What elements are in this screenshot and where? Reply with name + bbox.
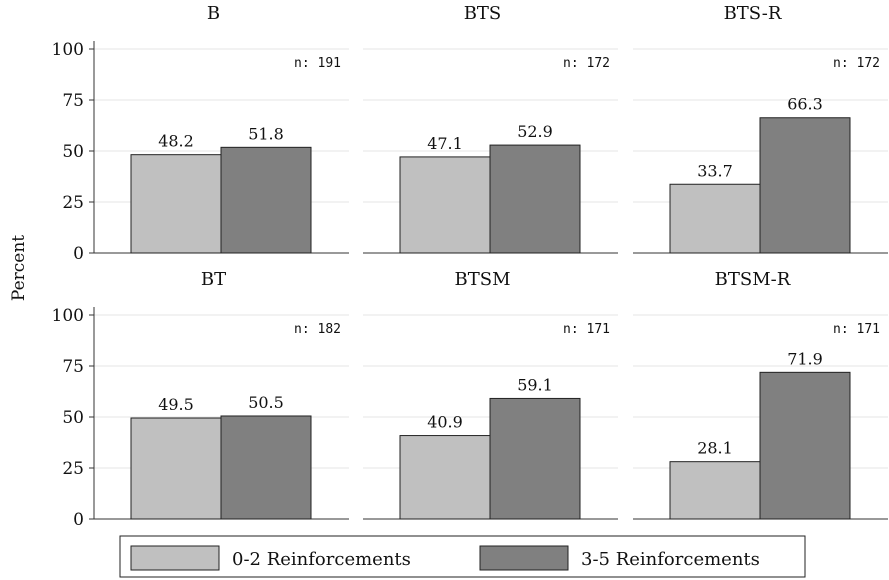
panel-title: BTSM-R	[715, 269, 791, 290]
bar	[399, 435, 491, 520]
panel-title: BT	[201, 269, 226, 290]
bar-value-label: 49.5	[158, 395, 194, 414]
y-tick-label: 0	[73, 510, 84, 530]
bar-value-label: 66.3	[787, 95, 823, 114]
bar-value-label: 33.7	[697, 161, 733, 180]
sample-size-label: n: 191	[294, 56, 341, 71]
legend-swatch	[479, 545, 569, 571]
y-axis-label: Percent	[9, 235, 29, 301]
bar	[399, 156, 491, 254]
sample-size-label: n: 172	[563, 56, 610, 71]
sample-size-label: n: 172	[833, 56, 880, 71]
legend-label: 0-2 Reinforcements	[232, 549, 411, 570]
legend-swatch	[130, 545, 220, 571]
y-tick-label: 25	[62, 193, 84, 213]
y-tick-label: 25	[62, 459, 84, 479]
sample-size-label: n: 171	[563, 322, 610, 337]
sample-size-label: n: 171	[833, 322, 880, 337]
y-tick-label: 100	[52, 40, 84, 60]
bar-value-label: 59.1	[517, 375, 553, 394]
legend-label: 3-5 Reinforcements	[581, 549, 760, 570]
bar-value-label: 40.9	[427, 413, 463, 432]
bar-value-label: 52.9	[517, 122, 553, 141]
sample-size-label: n: 182	[294, 322, 341, 337]
bar	[489, 144, 581, 254]
bar	[759, 117, 851, 254]
bar-value-label: 51.8	[248, 124, 284, 143]
panel-title: B	[207, 3, 220, 24]
bar-value-label: 28.1	[697, 439, 733, 458]
y-tick-label: 75	[62, 91, 84, 111]
legend-box	[119, 535, 806, 578]
y-tick-label: 100	[52, 306, 84, 326]
bar	[220, 415, 312, 520]
y-tick-label: 75	[62, 357, 84, 377]
bar	[220, 146, 312, 254]
panel-title: BTSM	[455, 269, 511, 290]
y-tick-label: 0	[73, 244, 84, 264]
panel-title: BTS-R	[724, 3, 782, 24]
panel-title: BTS	[464, 3, 502, 24]
bar-value-label: 48.2	[158, 132, 194, 151]
bar-value-label: 71.9	[787, 349, 823, 368]
bar-value-label: 50.5	[248, 393, 284, 412]
bar-value-label: 47.1	[427, 134, 463, 153]
y-tick-label: 50	[62, 142, 84, 162]
bar	[669, 461, 761, 520]
bar	[130, 417, 222, 520]
bar	[489, 397, 581, 520]
y-tick-label: 50	[62, 408, 84, 428]
bar	[669, 183, 761, 254]
bar	[130, 154, 222, 254]
bar	[759, 371, 851, 520]
